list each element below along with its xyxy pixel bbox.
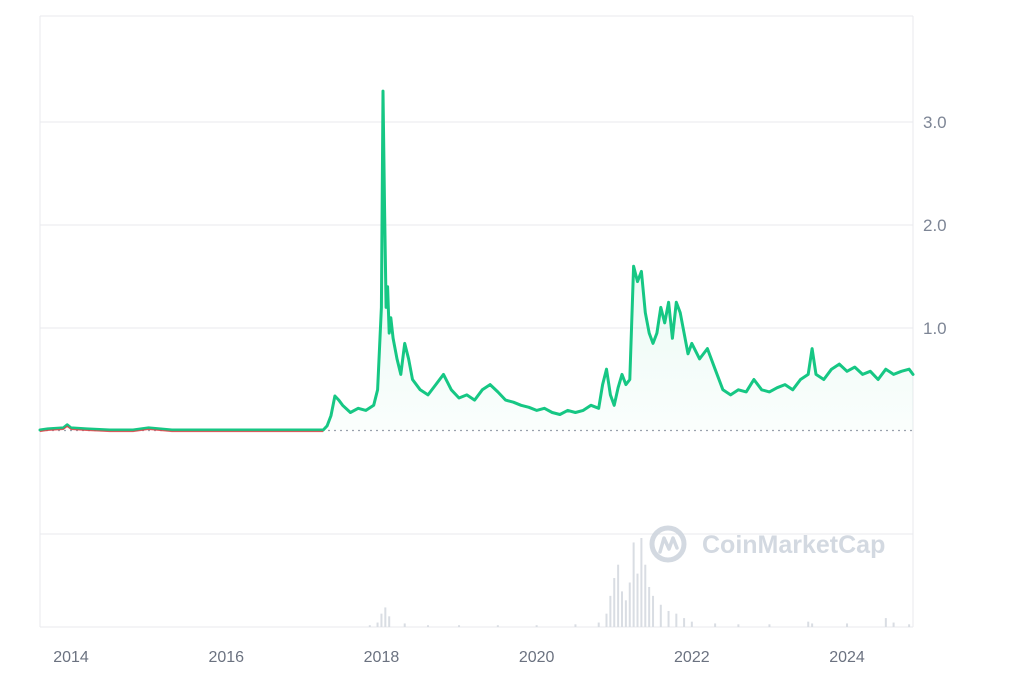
volume-bar bbox=[659, 604, 662, 627]
volume-bar bbox=[403, 623, 406, 627]
volume-bar bbox=[636, 573, 639, 627]
below-baseline-line bbox=[39, 425, 324, 433]
volume-bar bbox=[605, 613, 608, 627]
volume-bar bbox=[683, 618, 686, 627]
coinmarketcap-logo-icon bbox=[649, 525, 687, 563]
volume-bar bbox=[632, 542, 635, 627]
x-tick-label: 2020 bbox=[519, 649, 555, 666]
volume-bar bbox=[908, 624, 911, 627]
volume-bar bbox=[496, 625, 499, 627]
area-fill bbox=[40, 91, 913, 431]
volume-bar bbox=[368, 625, 371, 627]
y-axis: 1.0 2.0 3.0 bbox=[923, 113, 947, 338]
volume-bar bbox=[384, 607, 387, 627]
volume-bar bbox=[617, 564, 620, 627]
grid bbox=[39, 15, 914, 628]
volume-bar bbox=[652, 595, 655, 627]
volume-bar bbox=[376, 622, 379, 627]
x-axis: 2014 2016 2018 2020 2022 2024 bbox=[53, 649, 865, 666]
volume-bar bbox=[846, 623, 849, 627]
volume-bar bbox=[427, 625, 429, 627]
y-tick-label: 3.0 bbox=[923, 113, 947, 132]
volume-bar bbox=[640, 538, 643, 627]
coinmarketcap-watermark: CoinMarketCap bbox=[649, 525, 885, 563]
volume-bar bbox=[811, 623, 814, 627]
volume-bar bbox=[458, 625, 461, 627]
y-tick-label: 1.0 bbox=[923, 319, 947, 338]
volume-bar bbox=[621, 591, 623, 627]
volume-bar bbox=[690, 621, 693, 627]
y-tick-label: 2.0 bbox=[923, 216, 947, 235]
volume-bar bbox=[807, 621, 810, 627]
watermark-text: CoinMarketCap bbox=[702, 531, 885, 559]
volume-bar bbox=[714, 623, 717, 627]
volume-bar bbox=[380, 613, 383, 627]
volume-bar bbox=[388, 616, 391, 627]
x-tick-label: 2018 bbox=[364, 649, 400, 666]
volume-bar bbox=[613, 578, 616, 627]
x-tick-label: 2016 bbox=[208, 649, 244, 666]
volume-bar bbox=[624, 600, 627, 627]
volume-bar bbox=[648, 586, 651, 627]
volume-bar bbox=[884, 618, 887, 627]
volume-bar bbox=[628, 582, 631, 627]
x-tick-label: 2022 bbox=[674, 649, 710, 666]
volume-bar bbox=[675, 613, 678, 627]
volume-bar bbox=[644, 564, 647, 627]
volume-bar bbox=[535, 625, 538, 627]
volume-bar bbox=[597, 622, 600, 627]
volume-bars bbox=[368, 538, 911, 627]
volume-bar bbox=[667, 610, 670, 627]
volume-bar bbox=[609, 595, 612, 627]
volume-bar bbox=[574, 624, 577, 627]
volume-bar bbox=[768, 624, 771, 627]
volume-bar bbox=[892, 622, 895, 627]
x-tick-label: 2014 bbox=[53, 649, 89, 666]
price-area bbox=[40, 91, 913, 431]
x-tick-label: 2024 bbox=[829, 649, 865, 666]
volume-bar bbox=[737, 624, 740, 627]
price-series bbox=[38, 89, 915, 433]
price-line bbox=[38, 89, 915, 432]
